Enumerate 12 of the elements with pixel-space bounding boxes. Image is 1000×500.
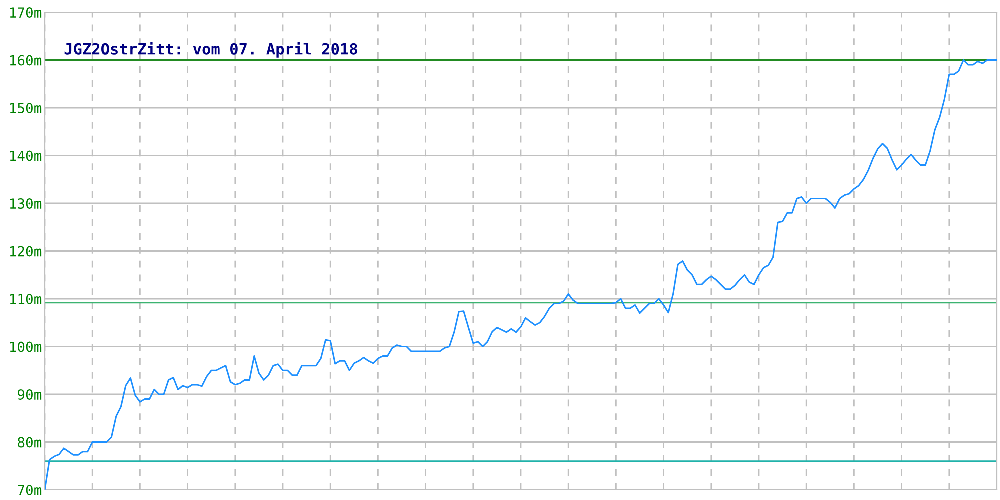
y-tick-label: 70m <box>18 485 42 496</box>
y-tick-label: 170m <box>10 8 42 18</box>
y-tick-label: 130m <box>10 198 42 210</box>
y-tick-label: 110m <box>10 294 42 305</box>
text: JGZ2OstrZitt: vom 07. April 2018 <box>64 42 358 58</box>
y-tick-label: 80m <box>18 437 42 448</box>
y-tick-label: 160m <box>10 55 42 66</box>
y-tick-label: 150m <box>10 103 42 114</box>
y-tick-label: 100m <box>10 342 42 352</box>
y-tick-label: 120m <box>10 246 42 257</box>
y-tick-label: 90m <box>18 390 42 400</box>
y-tick-label: 140m <box>10 150 42 162</box>
